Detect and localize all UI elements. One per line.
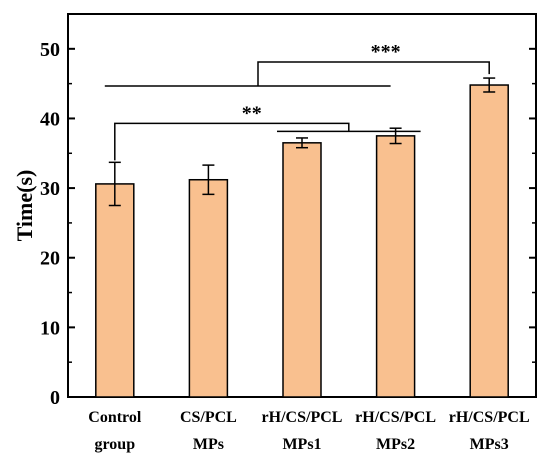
y-tick-label: 30	[40, 178, 60, 200]
bracket-double-star	[114, 122, 350, 161]
sig-label-triple-star: ***	[371, 41, 401, 63]
bar	[95, 183, 135, 398]
bars	[95, 84, 509, 398]
x-tick-label-line1: Control	[88, 409, 142, 426]
y-tick-label: 10	[40, 317, 60, 339]
x-tick-label-line2: group	[94, 436, 135, 453]
y-tick-label: 40	[40, 108, 60, 130]
y-axis-title: Time(s)	[12, 170, 37, 242]
x-tick-label-line1: CS/PCL	[180, 409, 237, 426]
error-bars	[108, 77, 496, 207]
bracket-triple-star	[257, 61, 490, 87]
sig-label-double-star: **	[242, 102, 262, 124]
x-tick-label-line2: MPs3	[470, 436, 509, 453]
y-tick-label: 0	[50, 387, 60, 409]
x-tick-label-line1: rH/CS/PCL	[355, 409, 436, 426]
significance-brackets: *****	[104, 41, 490, 161]
bar	[469, 84, 509, 398]
x-tick-label-line2: MPs2	[376, 436, 415, 453]
y-tick-label: 50	[40, 39, 60, 61]
x-tick-label-line2: MPs1	[282, 436, 321, 453]
labels: 0 10 20 30 40 50 Time(s) Control group CS/PCL MPs r…	[12, 39, 530, 453]
x-tick-label-line1: rH/CS/PCL	[449, 409, 530, 426]
bar	[282, 142, 322, 398]
y-tick-label: 20	[40, 248, 60, 270]
x-tick-label-line1: rH/CS/PCL	[262, 409, 343, 426]
bar	[188, 178, 229, 398]
x-tick-label-line2: MPs	[193, 436, 224, 453]
bar	[375, 135, 416, 398]
